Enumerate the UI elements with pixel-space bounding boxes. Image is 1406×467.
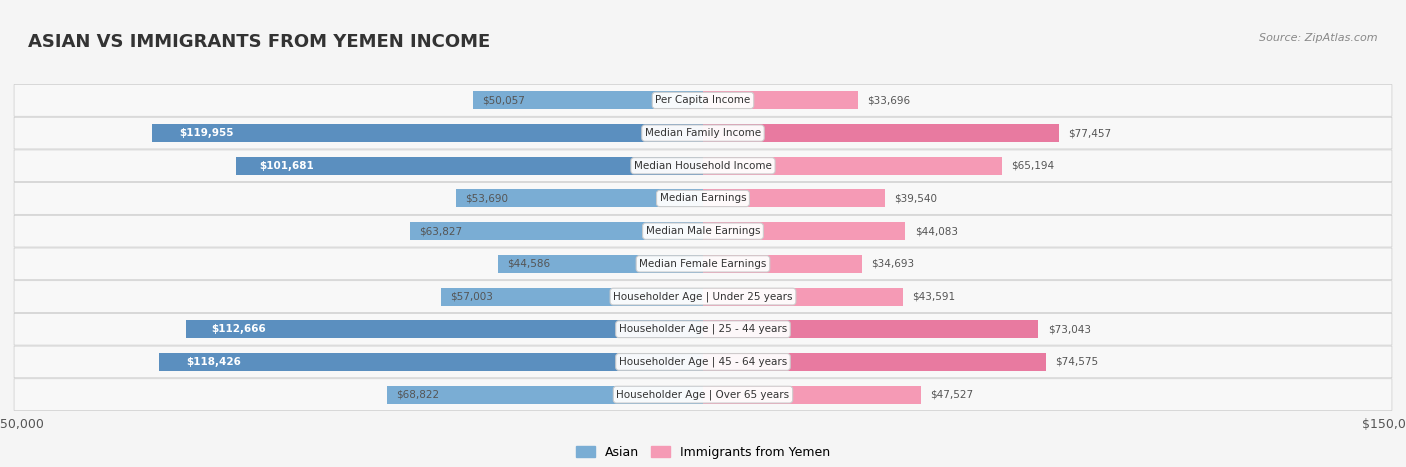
Bar — [703, 190, 884, 207]
Legend: Asian, Immigrants from Yemen: Asian, Immigrants from Yemen — [571, 440, 835, 464]
Bar — [152, 124, 703, 142]
Text: Per Capita Income: Per Capita Income — [655, 95, 751, 106]
Bar — [703, 288, 903, 305]
Text: Householder Age | Over 65 years: Householder Age | Over 65 years — [616, 389, 790, 400]
Text: $53,690: $53,690 — [465, 193, 509, 204]
Text: $57,003: $57,003 — [450, 291, 494, 302]
Text: Median Household Income: Median Household Income — [634, 161, 772, 171]
Bar — [186, 320, 703, 338]
FancyBboxPatch shape — [14, 346, 1392, 378]
FancyBboxPatch shape — [14, 117, 1392, 149]
Text: Householder Age | 25 - 44 years: Householder Age | 25 - 44 years — [619, 324, 787, 334]
Text: Householder Age | Under 25 years: Householder Age | Under 25 years — [613, 291, 793, 302]
Text: Median Male Earnings: Median Male Earnings — [645, 226, 761, 236]
FancyBboxPatch shape — [14, 281, 1392, 312]
Text: $34,693: $34,693 — [872, 259, 915, 269]
Text: Median Family Income: Median Family Income — [645, 128, 761, 138]
Bar — [387, 386, 703, 403]
FancyBboxPatch shape — [14, 183, 1392, 214]
Text: $118,426: $118,426 — [186, 357, 242, 367]
Bar — [703, 92, 858, 109]
FancyBboxPatch shape — [14, 85, 1392, 116]
Bar — [703, 124, 1059, 142]
Bar — [703, 353, 1046, 371]
Text: $47,527: $47,527 — [931, 389, 973, 400]
Bar — [498, 255, 703, 273]
Bar — [236, 157, 703, 175]
FancyBboxPatch shape — [14, 313, 1392, 345]
Bar — [703, 157, 1002, 175]
Text: $39,540: $39,540 — [894, 193, 936, 204]
Text: $50,057: $50,057 — [482, 95, 526, 106]
Bar — [703, 320, 1039, 338]
FancyBboxPatch shape — [14, 248, 1392, 280]
Text: $33,696: $33,696 — [868, 95, 910, 106]
Bar — [441, 288, 703, 305]
Bar — [703, 386, 921, 403]
Text: $73,043: $73,043 — [1047, 324, 1091, 334]
Text: $65,194: $65,194 — [1012, 161, 1054, 171]
Text: $77,457: $77,457 — [1069, 128, 1111, 138]
FancyBboxPatch shape — [14, 215, 1392, 247]
Text: $74,575: $74,575 — [1054, 357, 1098, 367]
Bar — [457, 190, 703, 207]
Text: $43,591: $43,591 — [912, 291, 956, 302]
Text: Source: ZipAtlas.com: Source: ZipAtlas.com — [1260, 33, 1378, 42]
Text: Median Female Earnings: Median Female Earnings — [640, 259, 766, 269]
Bar — [159, 353, 703, 371]
FancyBboxPatch shape — [14, 150, 1392, 182]
Bar — [703, 222, 905, 240]
Text: $44,083: $44,083 — [915, 226, 957, 236]
Bar — [409, 222, 703, 240]
Bar — [703, 255, 862, 273]
Bar — [472, 92, 703, 109]
Text: $119,955: $119,955 — [180, 128, 235, 138]
Text: $68,822: $68,822 — [396, 389, 439, 400]
Text: ASIAN VS IMMIGRANTS FROM YEMEN INCOME: ASIAN VS IMMIGRANTS FROM YEMEN INCOME — [28, 33, 491, 51]
Text: $63,827: $63,827 — [419, 226, 463, 236]
Text: $44,586: $44,586 — [508, 259, 551, 269]
Text: Median Earnings: Median Earnings — [659, 193, 747, 204]
FancyBboxPatch shape — [14, 379, 1392, 410]
Text: Householder Age | 45 - 64 years: Householder Age | 45 - 64 years — [619, 357, 787, 367]
Text: $101,681: $101,681 — [259, 161, 314, 171]
Text: $112,666: $112,666 — [211, 324, 266, 334]
